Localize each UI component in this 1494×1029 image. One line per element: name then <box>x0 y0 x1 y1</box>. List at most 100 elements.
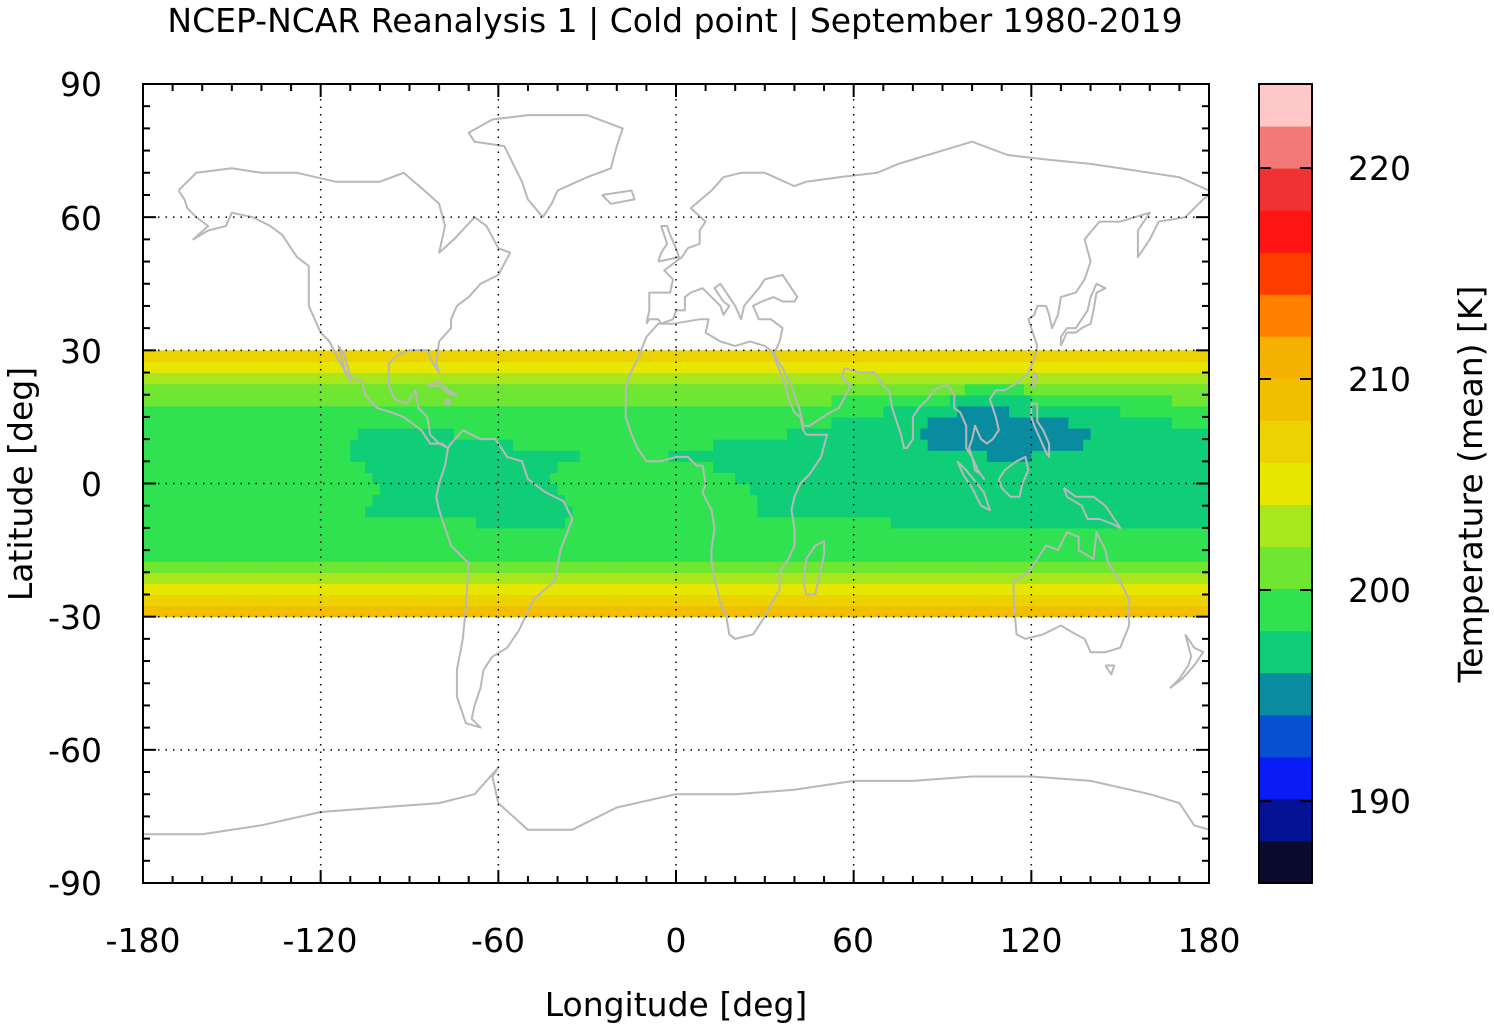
heatmap-cell <box>1031 494 1040 507</box>
heatmap-cell <box>831 494 840 507</box>
heatmap-cell <box>305 483 314 496</box>
heatmap-cell <box>587 538 596 551</box>
heatmap-cell <box>483 405 492 418</box>
heatmap-cell <box>1164 505 1173 518</box>
heatmap-cell <box>986 416 995 429</box>
heatmap-cell <box>1097 450 1106 462</box>
heatmap-cell <box>172 461 181 474</box>
heatmap-cell <box>409 483 418 496</box>
heatmap-cell <box>720 416 729 429</box>
heatmap-cell <box>1083 394 1092 407</box>
heatmap-cell <box>787 428 796 440</box>
heatmap-cell <box>350 405 359 418</box>
heatmap-cell <box>350 472 359 485</box>
heatmap-cell <box>187 416 196 429</box>
heatmap-cell <box>564 461 573 474</box>
heatmap-cell <box>1112 350 1121 363</box>
heatmap-cell <box>964 405 973 418</box>
heatmap-cell <box>690 538 699 551</box>
heatmap-cell <box>231 439 240 451</box>
heatmap-cell <box>631 594 640 607</box>
heatmap-cell <box>624 483 633 496</box>
heatmap-cell <box>949 416 958 429</box>
heatmap-cell <box>283 594 292 607</box>
coastline-segment <box>143 766 1210 836</box>
heatmap-cell <box>520 550 529 562</box>
heatmap-cell <box>387 527 396 540</box>
heatmap-cell <box>1120 416 1129 429</box>
y-tick-label: -30 <box>48 598 102 637</box>
heatmap-cell <box>335 594 344 607</box>
heatmap-cell <box>676 372 684 385</box>
heatmap-cell <box>1157 372 1166 385</box>
heatmap-cell <box>853 505 862 518</box>
heatmap-cell <box>291 572 300 584</box>
heatmap-cell <box>298 505 307 518</box>
heatmap-cell <box>224 428 233 440</box>
heatmap-cell <box>846 372 855 385</box>
heatmap-cell <box>1105 361 1114 374</box>
heatmap-cell <box>446 428 455 440</box>
heatmap-cell <box>942 605 951 618</box>
heatmap-cell <box>713 350 722 363</box>
heatmap-cell <box>727 505 736 518</box>
heatmap-cell <box>1179 372 1188 385</box>
heatmap-cell <box>143 361 151 374</box>
heatmap-cell <box>683 561 692 573</box>
heatmap-cell <box>883 416 892 429</box>
heatmap-cell <box>424 605 433 618</box>
heatmap-cell <box>254 461 263 474</box>
heatmap-cell <box>1009 439 1018 451</box>
heatmap-cell <box>676 394 684 407</box>
heatmap-cell <box>1053 372 1062 385</box>
heatmap-cell <box>809 472 818 485</box>
heatmap-cell <box>1075 494 1084 507</box>
heatmap-cell <box>868 428 877 440</box>
heatmap-cell <box>505 428 514 440</box>
heatmap-cell <box>431 450 440 462</box>
heatmap-cell <box>1075 428 1084 440</box>
heatmap-cell <box>209 594 218 607</box>
heatmap-cell <box>1016 494 1025 507</box>
heatmap-cell <box>535 605 544 618</box>
heatmap-cell <box>246 450 255 462</box>
heatmap-cell <box>668 383 677 396</box>
heatmap-cell <box>483 583 492 596</box>
heatmap-cell <box>705 383 714 396</box>
heatmap-cell <box>616 350 625 363</box>
heatmap-cell <box>742 572 751 584</box>
heatmap-cell <box>609 538 618 551</box>
heatmap-cell <box>883 494 892 507</box>
heatmap-cell <box>646 583 655 596</box>
heatmap-cell <box>964 450 973 462</box>
heatmap-cell <box>838 505 847 518</box>
heatmap-cell <box>305 372 314 385</box>
heatmap-cell <box>824 361 833 374</box>
heatmap-cell <box>416 428 425 440</box>
heatmap-cell <box>246 383 255 396</box>
heatmap-cell <box>542 538 551 551</box>
heatmap-cell <box>372 561 381 573</box>
heatmap-cell <box>742 538 751 551</box>
x-tick-label: -180 <box>106 921 181 960</box>
heatmap-cell <box>1120 372 1129 385</box>
heatmap-cell <box>217 583 226 596</box>
heatmap-cell <box>1046 550 1055 562</box>
heatmap-cell <box>239 472 248 485</box>
heatmap-cell <box>1031 461 1040 474</box>
heatmap-cell <box>476 350 485 363</box>
heatmap-cell <box>616 472 625 485</box>
heatmap-cell <box>1001 605 1010 618</box>
heatmap-cell <box>513 439 522 451</box>
heatmap-cell <box>920 428 929 440</box>
heatmap-cell <box>283 361 292 374</box>
heatmap-cell <box>720 516 729 529</box>
heatmap-cell <box>468 516 477 529</box>
colorbar-segment <box>1259 630 1312 674</box>
heatmap-cell <box>905 483 914 496</box>
heatmap-cell <box>439 583 448 596</box>
heatmap-cell <box>742 605 751 618</box>
heatmap-cell <box>461 572 470 584</box>
heatmap-cell <box>690 594 699 607</box>
heatmap-cell <box>1090 461 1099 474</box>
